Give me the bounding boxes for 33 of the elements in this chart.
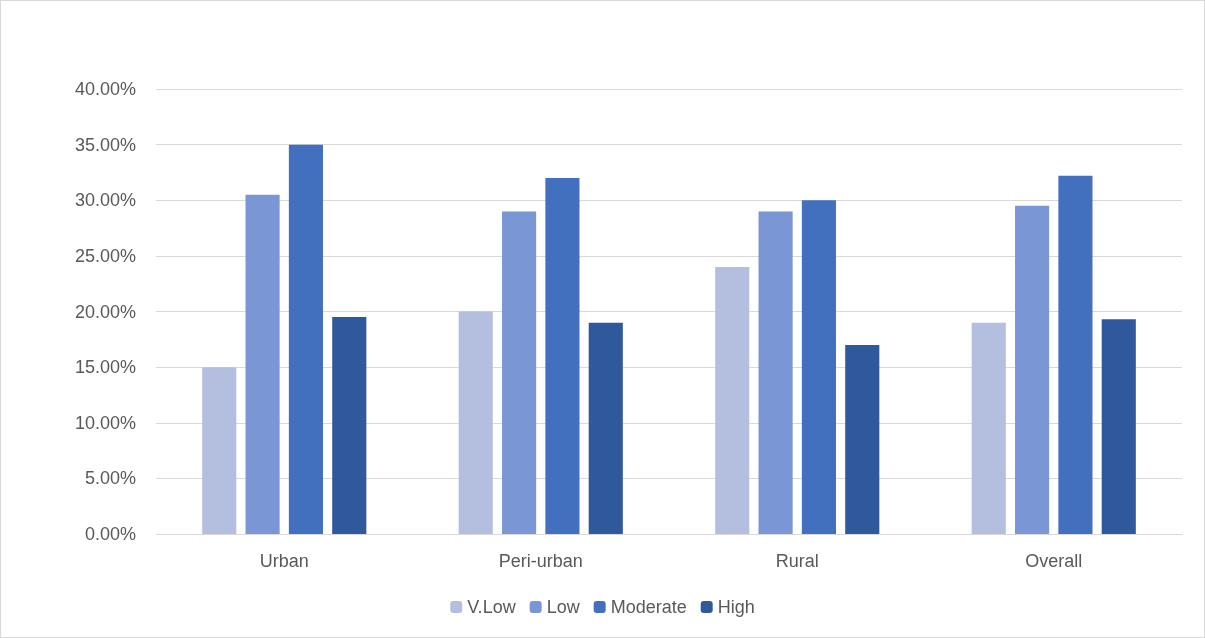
y-tick-label: 0.00% (84, 524, 136, 544)
legend-label: High (717, 597, 755, 617)
legend-label: Low (546, 597, 581, 617)
y-tick-label: 40.00% (74, 79, 136, 99)
bar (288, 144, 323, 534)
y-tick-label: 30.00% (74, 190, 136, 211)
bar (588, 322, 623, 534)
y-tick-label: 20.00% (74, 301, 136, 322)
x-tick-label: Overall (1025, 551, 1083, 571)
bar (1015, 205, 1050, 534)
bar (1058, 175, 1093, 534)
x-tick-label: Peri-urban (498, 551, 583, 571)
bar (545, 178, 580, 534)
legend-label: Moderate (610, 597, 687, 617)
bar (758, 211, 793, 534)
bar (971, 322, 1006, 534)
y-tick-label: 10.00% (74, 412, 136, 433)
bar (458, 311, 493, 534)
y-tick-label: 5.00% (84, 468, 136, 489)
bar (202, 367, 237, 534)
y-tick-label: 15.00% (74, 357, 136, 378)
bar (715, 267, 750, 534)
bar (245, 194, 280, 534)
x-tick-label: Rural (775, 551, 819, 571)
y-tick-label: 35.00% (74, 134, 136, 155)
y-tick-label: 25.00% (74, 245, 136, 266)
x-tick-label: Urban (259, 551, 309, 571)
bar (845, 344, 880, 534)
legend-label: V.Low (467, 597, 517, 617)
bar (801, 200, 836, 534)
bar (502, 211, 537, 534)
bar (332, 317, 367, 534)
bar (1101, 319, 1136, 534)
